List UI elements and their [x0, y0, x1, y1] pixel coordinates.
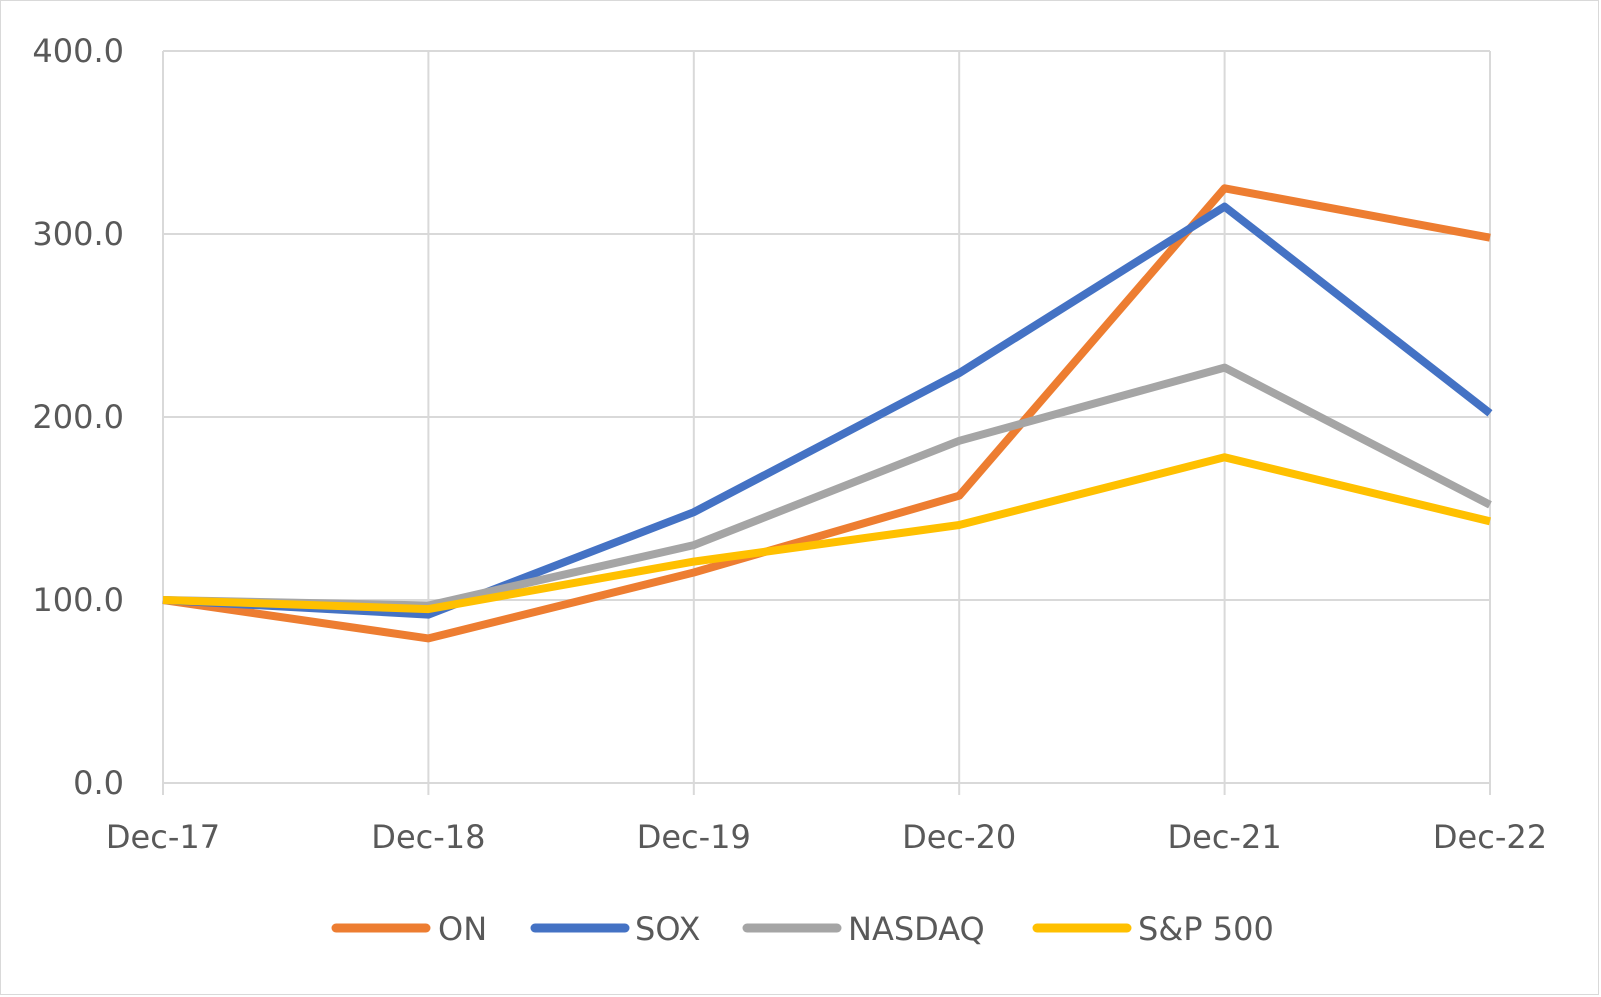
legend-item: SOX	[530, 910, 700, 948]
legend: ON SOX NASDAQ S&P 500	[331, 910, 1274, 948]
legend-label: SOX	[635, 910, 700, 948]
series-lines	[162, 184, 1493, 643]
y-tick-label: 0.0	[73, 764, 124, 802]
y-tick-label: 300.0	[32, 215, 124, 253]
y-tick-label: 200.0	[32, 398, 124, 436]
y-tick-label: 100.0	[32, 581, 124, 619]
x-tick-label: Dec-18	[371, 818, 485, 856]
y-tick-label: 400.0	[32, 32, 124, 70]
x-tick-label: Dec-19	[637, 818, 751, 856]
x-axis-tick-labels: Dec-17 Dec-18 Dec-19 Dec-20 Dec-21 Dec-22	[106, 818, 1547, 856]
series-line-on	[162, 184, 1491, 643]
series-line-s-p-500	[162, 453, 1491, 614]
series-line-sox	[162, 202, 1493, 619]
legend-item: NASDAQ	[742, 910, 985, 948]
legend-item: ON	[331, 910, 487, 948]
legend-label: S&P 500	[1138, 910, 1274, 948]
x-tick-label: Dec-20	[902, 818, 1016, 856]
x-tick-label: Dec-22	[1433, 818, 1547, 856]
gridlines	[162, 50, 1491, 795]
legend-label: NASDAQ	[848, 910, 985, 948]
x-tick-label: Dec-21	[1168, 818, 1282, 856]
x-tick-label: Dec-17	[106, 818, 220, 856]
legend-item: S&P 500	[1032, 910, 1274, 948]
legend-label: ON	[438, 910, 487, 948]
series-line-nasdaq	[162, 363, 1492, 610]
y-axis-tick-labels: 0.0 100.0 200.0 300.0 400.0	[32, 32, 124, 802]
